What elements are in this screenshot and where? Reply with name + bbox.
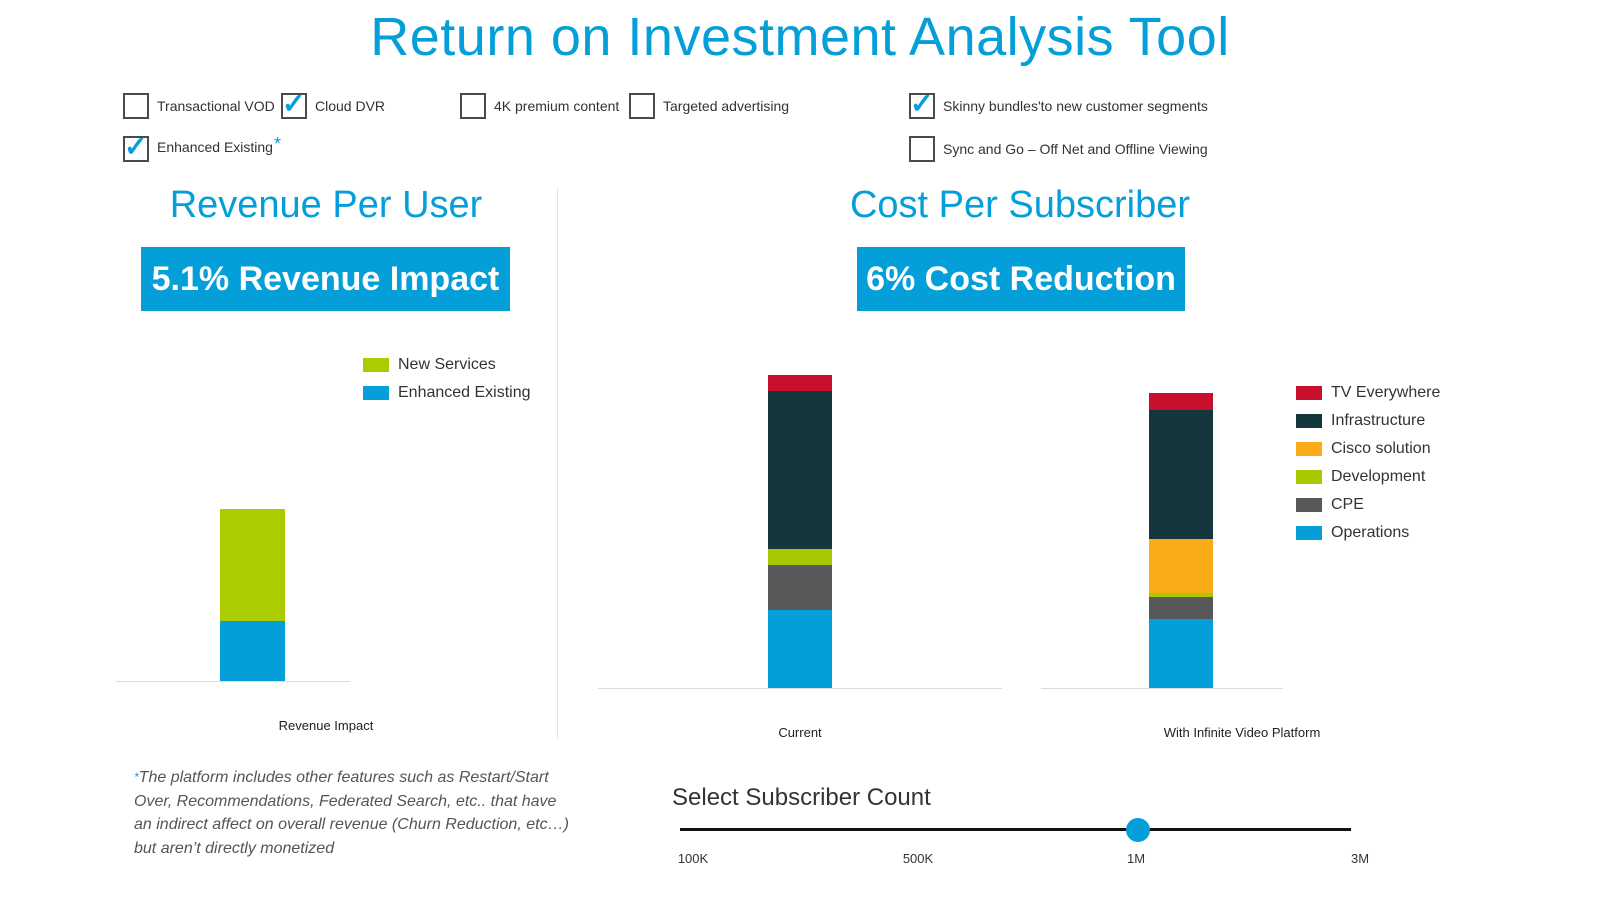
option-skinny-bundles[interactable]: ✓ Skinny bundles'to new customer segment… bbox=[909, 89, 1208, 119]
checkmark-icon: ✓ bbox=[282, 88, 306, 119]
checkbox[interactable]: ✓ bbox=[460, 93, 486, 119]
subscriber-count-slider-track[interactable] bbox=[680, 828, 1351, 831]
option-sync-and-go[interactable]: ✓ Sync and Go – Off Net and Offline View… bbox=[909, 136, 1208, 162]
legend-label: Cisco solution bbox=[1331, 440, 1431, 457]
legend-swatch bbox=[363, 358, 389, 372]
checkbox[interactable]: ✓ bbox=[123, 93, 149, 119]
bar-segment-cpe bbox=[1149, 597, 1213, 619]
cost-legend-item: CPE bbox=[1296, 491, 1440, 519]
bar-segment-development bbox=[768, 549, 832, 565]
option-targeted-advertising[interactable]: ✓ Targeted advertising bbox=[629, 93, 789, 119]
slider-tick-500k[interactable]: 500K bbox=[902, 851, 934, 866]
revenue-legend-item: Enhanced Existing bbox=[363, 379, 531, 407]
legend-swatch bbox=[363, 386, 389, 400]
revenue-section-title: Revenue Per User bbox=[169, 184, 483, 226]
legend-swatch bbox=[1296, 498, 1322, 512]
footnote-asterisk: * bbox=[134, 770, 139, 784]
legend-label: New Services bbox=[398, 356, 496, 373]
cost-reduction-badge: 6% Cost Reduction bbox=[857, 247, 1185, 311]
cost-legend-item: Infrastructure bbox=[1296, 407, 1440, 435]
bar-segment-operations bbox=[1149, 619, 1213, 688]
option-label: Transactional VOD bbox=[157, 98, 275, 114]
legend-label: CPE bbox=[1331, 496, 1364, 513]
option-label: Skinny bundles'to new customer segments bbox=[943, 98, 1208, 114]
cost-chart-baseline-ivp bbox=[1041, 688, 1283, 689]
cost-legend-item: Operations bbox=[1296, 519, 1440, 547]
cost-legend-item: Development bbox=[1296, 463, 1440, 491]
revenue-chart-baseline bbox=[116, 681, 350, 682]
cost-chart-category-current: Current bbox=[778, 725, 822, 740]
bar-segment-tv-everywhere bbox=[1149, 393, 1213, 410]
checkbox[interactable]: ✓ bbox=[909, 89, 935, 119]
option-4k-premium-content[interactable]: ✓ 4K premium content bbox=[460, 93, 619, 119]
bar-segment-infrastructure bbox=[1149, 410, 1213, 539]
subscriber-count-slider-thumb[interactable] bbox=[1126, 818, 1150, 842]
revenue-legend-item: New Services bbox=[363, 351, 531, 379]
checkbox[interactable]: ✓ bbox=[123, 132, 149, 162]
page-title: Return on Investment Analysis Tool bbox=[370, 7, 1230, 67]
revenue-chart-category-label: Revenue Impact bbox=[278, 718, 374, 733]
bar-segment-infrastructure bbox=[768, 391, 832, 549]
checkbox[interactable]: ✓ bbox=[629, 93, 655, 119]
cost-chart-baseline-current bbox=[598, 688, 1002, 689]
legend-label: Infrastructure bbox=[1331, 412, 1426, 429]
revenue-chart-legend: New Services Enhanced Existing bbox=[363, 351, 531, 407]
legend-swatch bbox=[1296, 386, 1322, 400]
legend-label: Development bbox=[1331, 468, 1426, 485]
option-cloud-dvr[interactable]: ✓ Cloud DVR bbox=[281, 89, 386, 119]
footnote: *The platform includes other features su… bbox=[134, 766, 574, 860]
option-label: 4K premium content bbox=[494, 98, 620, 114]
cost-chart-category-ivp: With Infinite Video Platform bbox=[1163, 725, 1321, 740]
bar-segment-enhanced-existing bbox=[220, 621, 285, 681]
checkbox[interactable]: ✓ bbox=[281, 89, 307, 119]
section-divider bbox=[557, 188, 558, 738]
slider-title: Select Subscriber Count bbox=[672, 784, 931, 811]
option-label: Sync and Go – Off Net and Offline Viewin… bbox=[943, 141, 1208, 157]
bar-segment-cpe bbox=[768, 565, 832, 610]
bar-segment-operations bbox=[768, 610, 832, 688]
legend-label: TV Everywhere bbox=[1331, 384, 1441, 401]
option-label: Targeted advertising bbox=[663, 98, 790, 114]
option-label-text: Enhanced Existing bbox=[157, 138, 273, 155]
checkmark-icon: ✓ bbox=[124, 131, 148, 162]
cost-section-title: Cost Per Subscriber bbox=[849, 184, 1190, 226]
asterisk-icon: * bbox=[273, 133, 281, 154]
legend-swatch bbox=[1296, 414, 1322, 428]
option-label: Enhanced Existing* bbox=[157, 134, 281, 160]
checkbox[interactable]: ✓ bbox=[909, 136, 935, 162]
revenue-impact-badge: 5.1% Revenue Impact bbox=[141, 247, 510, 311]
legend-swatch bbox=[1296, 442, 1322, 456]
cost-legend-item: TV Everywhere bbox=[1296, 379, 1440, 407]
option-transactional-vod[interactable]: ✓ Transactional VOD bbox=[123, 93, 275, 119]
bar-segment-new-services bbox=[220, 509, 285, 621]
legend-swatch bbox=[1296, 526, 1322, 540]
footnote-text: The platform includes other features suc… bbox=[134, 769, 569, 857]
option-enhanced-existing[interactable]: ✓ Enhanced Existing* bbox=[123, 132, 281, 162]
slider-tick-1m[interactable]: 1M bbox=[1126, 851, 1146, 866]
bar-segment-development bbox=[1149, 593, 1213, 597]
option-label: Cloud DVR bbox=[315, 98, 386, 114]
legend-label: Enhanced Existing bbox=[398, 384, 531, 401]
cost-legend-item: Cisco solution bbox=[1296, 435, 1440, 463]
checkmark-icon: ✓ bbox=[910, 88, 934, 119]
cost-chart-legend: TV Everywhere Infrastructure Cisco solutio… bbox=[1296, 379, 1440, 547]
legend-swatch bbox=[1296, 470, 1322, 484]
bar-segment-tv-everywhere bbox=[768, 375, 832, 391]
slider-tick-3m[interactable]: 3M bbox=[1350, 851, 1370, 866]
legend-label: Operations bbox=[1331, 524, 1410, 541]
slider-tick-100k[interactable]: 100K bbox=[677, 851, 709, 866]
bar-segment-cisco-solution bbox=[1149, 539, 1213, 593]
